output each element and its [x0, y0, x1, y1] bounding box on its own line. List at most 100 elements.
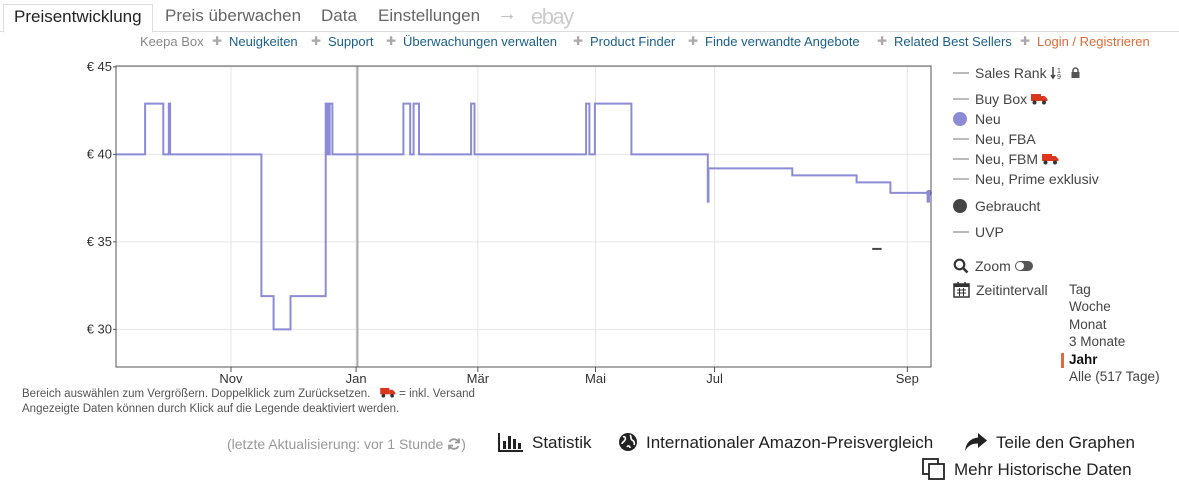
legend-sales-rank[interactable]: Sales Rank 1 9 [953, 65, 1081, 81]
separator-icon: ✚ [386, 34, 397, 48]
share-icon [965, 432, 987, 451]
arrow-right-icon: → [497, 3, 517, 25]
legend-neu[interactable]: Neu [953, 111, 1001, 127]
ueberwachungen-verwalten-link[interactable]: Überwachungen verwalten [403, 34, 557, 49]
shipping-hint: = inkl. Versand [399, 388, 475, 400]
chart-grid [116, 66, 931, 367]
more-history-label: Mehr Historische Daten [954, 460, 1132, 479]
x-tick-label: Jul [706, 371, 723, 386]
y-tick-label: € 30 [87, 321, 112, 336]
legend-neu-prime[interactable]: Neu, Prime exklusiv [953, 171, 1099, 187]
x-axis-labels: Nov Jan Mär Mai Jul Sep [219, 367, 919, 386]
price-chart[interactable]: € 45 € 40 € 35 € 30 Nov Jan Mär Mai Jul Sep [0, 55, 945, 390]
zoom-control[interactable]: Zoom [953, 258, 1033, 274]
x-tick-label: Nov [219, 371, 243, 386]
series-end-point [925, 189, 932, 196]
y-tick-label: € 45 [87, 59, 112, 74]
refresh-icon[interactable] [447, 437, 461, 451]
legend-neu-fba[interactable]: Neu, FBA [953, 131, 1036, 147]
zoom-toggle[interactable] [1014, 260, 1033, 271]
zeitintervall-control: Zeitintervall [953, 282, 1048, 299]
legend-label: Neu [975, 111, 1001, 127]
copy-icon [922, 457, 945, 480]
svg-text:1: 1 [1057, 68, 1061, 75]
y-tick-label: € 40 [87, 146, 112, 161]
x-tick-label: Jan [346, 371, 367, 386]
legend-gebraucht[interactable]: Gebraucht [953, 198, 1040, 214]
y-tick-label: € 35 [87, 234, 112, 249]
globe-icon [619, 432, 637, 451]
last-update-text: (letzte Aktualisierung: vor 1 Stunde [227, 436, 444, 452]
neuigkeiten-link[interactable]: Neuigkeiten [229, 34, 298, 49]
ebay-logo[interactable]: ebay [531, 4, 574, 29]
chart-series [116, 102, 932, 331]
y-axis-labels: € 45 € 40 € 35 € 30 [87, 59, 116, 336]
range-jahr[interactable]: Jahr [1061, 351, 1160, 369]
range-woche[interactable]: Woche [1069, 299, 1111, 315]
legend-line-marker [953, 230, 969, 233]
truck-icon [1042, 153, 1059, 165]
legend-line-marker [953, 177, 969, 180]
separator-icon: ✚ [573, 34, 584, 48]
x-tick-label: Mai [585, 371, 606, 386]
legend-dot-marker [953, 111, 967, 126]
truck-icon [1031, 93, 1048, 105]
legend-line-marker [953, 97, 969, 100]
range-monat[interactable]: Monat [1069, 316, 1107, 332]
x-tick-label: Mär [467, 371, 490, 386]
more-history-button[interactable]: Mehr Historische Daten [922, 457, 1132, 480]
legend-buy-box[interactable]: Buy Box [953, 91, 1048, 107]
product-finder-link[interactable]: Product Finder [590, 34, 676, 49]
tab-data[interactable]: Data [321, 6, 357, 25]
tab-bar: Preisentwicklung Preis überwachen Data E… [0, 0, 1179, 33]
legend-label: UVP [975, 224, 1004, 240]
login-link[interactable]: Login / Registrieren [1037, 34, 1150, 49]
verwandte-angebote-link[interactable]: Finde verwandte Angebote [705, 34, 860, 49]
international-compare-button[interactable]: Internationaler Amazon-Preisvergleich [618, 432, 933, 453]
separator-icon: ✚ [688, 34, 699, 48]
bar-chart-icon [498, 432, 523, 452]
last-update-info: (letzte Aktualisierung: vor 1 Stunde ) [227, 436, 466, 452]
separator-icon: ✚ [1020, 34, 1031, 48]
tab-preisentwicklung[interactable]: Preisentwicklung [3, 4, 153, 33]
range-3-monate[interactable]: 3 Monate [1069, 334, 1126, 350]
zeitintervall-label: Zeitintervall [976, 282, 1048, 298]
range-tag[interactable]: Tag [1069, 282, 1091, 297]
zoom-label: Zoom [975, 258, 1011, 274]
related-best-sellers-link[interactable]: Related Best Sellers [894, 34, 1012, 49]
legend-neu-fbm[interactable]: Neu, FBM [953, 151, 1059, 167]
legend-label: Neu, Prime exklusiv [975, 171, 1099, 187]
legend-label: Gebraucht [975, 198, 1041, 214]
range-selector: Tag Woche Monat 3 Monate Jahr Alle (517 … [1061, 281, 1160, 385]
series-line-neu [116, 102, 930, 331]
svg-text:9: 9 [1057, 74, 1061, 80]
range-alle[interactable]: Alle (517 Tage) [1069, 369, 1160, 385]
statistik-label: Statistik [532, 433, 592, 452]
legend-label: Neu, FBM [975, 151, 1039, 167]
share-label: Teile den Graphen [996, 433, 1135, 452]
legend-dot-marker [953, 198, 967, 213]
plot-area-frame [115, 65, 932, 368]
sort-icon[interactable]: 19 [1049, 66, 1064, 80]
sub-navigation: Keepa Box ✚ Neuigkeiten ✚ Support ✚ Über… [0, 34, 1179, 52]
tab-einstellungen[interactable]: Einstellungen [378, 6, 481, 25]
legend-label: Buy Box [975, 91, 1028, 107]
support-link[interactable]: Support [328, 34, 374, 49]
separator-icon: ✚ [311, 34, 322, 48]
tab-preis-ueberwachen[interactable]: Preis überwachen [165, 6, 302, 25]
lock-icon[interactable] [1070, 67, 1081, 79]
legend-label: Neu, FBA [975, 131, 1036, 147]
notes-line-2: Angezeigte Daten können durch Klick auf … [22, 403, 400, 415]
legend-uvp[interactable]: UVP [953, 224, 1004, 240]
notes-line-1: Bereich auswählen zum Vergrößern. Doppel… [22, 387, 475, 402]
legend-label: Sales Rank [975, 65, 1047, 81]
chart-notes: Bereich auswählen zum Vergrößern. Doppel… [22, 387, 475, 417]
legend-line-marker [953, 71, 969, 74]
zoom-hint: Bereich auswählen zum Vergrößern. Doppel… [22, 388, 371, 400]
keepa-box-link[interactable]: Keepa Box [140, 34, 204, 49]
legend-line-marker [953, 157, 969, 160]
share-graph-button[interactable]: Teile den Graphen [964, 432, 1135, 453]
x-tick-label: Sep [896, 371, 919, 386]
statistik-button[interactable]: Statistik [498, 432, 592, 453]
separator-icon: ✚ [877, 34, 888, 48]
